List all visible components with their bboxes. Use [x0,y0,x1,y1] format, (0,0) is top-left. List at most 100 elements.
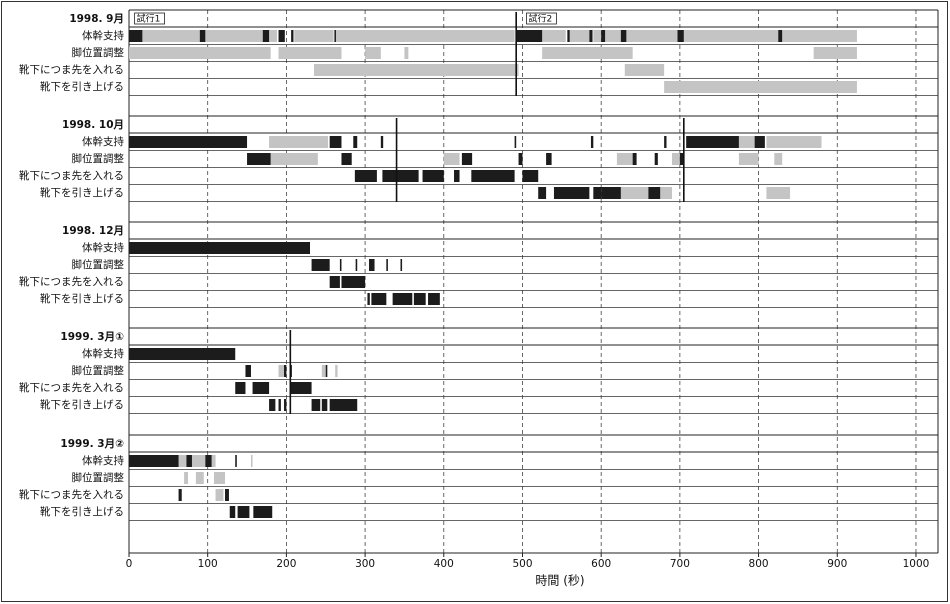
x-tick-label: 1000 [903,558,930,570]
segment [129,30,143,42]
segment [205,30,263,42]
x-tick-label: 700 [670,558,690,570]
segment [664,136,667,148]
segment [567,30,570,42]
segment [593,187,602,199]
annotation-box [526,12,557,25]
segment [129,47,271,59]
row-label: 靴下につま先を入れる [19,275,124,288]
segment [605,30,621,42]
segment [522,170,539,182]
segment [392,293,413,305]
segment [278,399,281,411]
x-tick-label: 100 [198,558,218,570]
segment [589,30,593,42]
segment [461,153,473,165]
panel-title: 1998. 9月 [69,13,124,25]
segment [686,136,739,148]
segment [514,136,517,148]
segment [443,153,460,165]
panel-title: 1999. 3月① [60,331,124,343]
segment [211,455,216,467]
segment [624,64,665,76]
segment [546,153,552,165]
row-label: 靴下につま先を入れる [19,63,124,76]
x-tick-label: 600 [591,558,611,570]
segment [329,399,358,411]
segment [648,187,661,199]
x-tick-label: 300 [355,558,375,570]
segment [321,365,326,377]
segment [369,259,375,271]
x-axis-label: 時間 (秒) [535,574,584,588]
annotation-box [134,12,165,25]
segment [813,47,857,59]
segment [538,187,547,199]
segment [428,293,440,305]
segment [754,136,765,148]
segment [677,30,684,42]
segment [632,153,637,165]
segment [225,489,229,501]
row-label: 靴下を引き上げる [40,186,124,199]
segment [766,187,791,199]
segment [195,472,204,484]
segment [270,153,318,165]
segment [186,455,192,467]
segment [341,153,352,165]
segment [542,47,633,59]
segment [778,30,783,42]
segment [325,365,328,377]
segment [339,259,342,271]
segment [329,136,342,148]
x-tick-label: 400 [434,558,454,570]
segment [284,365,287,377]
segment [229,506,236,518]
segment [354,170,377,182]
segment [518,153,523,165]
segment [247,153,271,165]
segment [278,30,285,42]
segment [471,170,515,182]
panel-title: 1999. 3月② [60,438,124,450]
row-label: 脚位置調整 [72,46,125,59]
segment [335,30,515,42]
segment [454,170,460,182]
segment [782,30,857,42]
row-label: 体幹支持 [82,454,124,467]
annotation: 試行2 [528,13,552,25]
segment [269,30,277,42]
row-label: 体幹支持 [82,29,124,42]
segment [245,365,251,377]
segment [660,187,673,199]
segment [191,455,206,467]
segment [311,259,330,271]
segment [129,242,311,254]
segment [664,81,857,93]
panel-title: 1998. 10月 [62,119,124,131]
segment [284,399,287,411]
row-label: 脚位置調整 [72,364,125,377]
segment [199,30,206,42]
segment [593,30,602,42]
segment [250,455,253,467]
row-label: 脚位置調整 [72,471,125,484]
segment [616,153,633,165]
row-label: 脚位置調整 [72,258,125,271]
annotation: 試行1 [137,13,161,25]
segment [569,30,590,42]
segment [294,30,334,42]
row-label: 靴下を引き上げる [40,505,124,518]
segment [601,30,606,42]
segment [626,30,678,42]
segment [184,472,189,484]
segment [341,276,366,288]
segment [365,47,381,59]
segment [516,30,543,42]
segment [422,170,444,182]
row-label: 靴下につま先を入れる [19,381,124,394]
segment [262,30,270,42]
segment [253,506,273,518]
row-label: 体幹支持 [82,135,124,148]
segment [404,47,409,59]
